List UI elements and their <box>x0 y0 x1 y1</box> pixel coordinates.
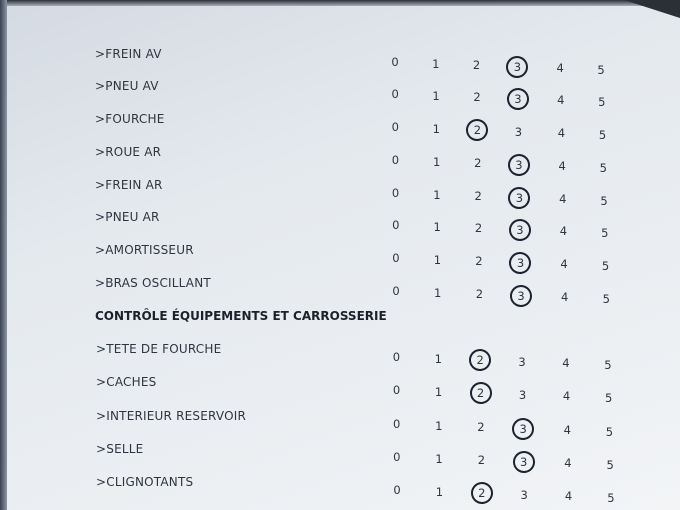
score-option-selected[interactable]: 3 <box>515 422 531 436</box>
paper-left-edge <box>0 0 7 510</box>
item-label: >FOURCHE <box>95 112 165 126</box>
score-option-selected[interactable]: 3 <box>516 455 532 469</box>
score-option-selected[interactable]: 3 <box>512 256 528 270</box>
score-option[interactable]: 1 <box>435 418 443 433</box>
item-label: >PNEU AR <box>95 210 160 224</box>
score-option[interactable]: 0 <box>391 153 400 167</box>
score-option[interactable]: 5 <box>601 225 609 240</box>
score-option[interactable]: 5 <box>605 424 614 439</box>
score-option[interactable]: 0 <box>391 55 399 69</box>
score-option-selected[interactable]: 2 <box>472 353 488 367</box>
score-option[interactable]: 4 <box>559 224 568 238</box>
score-option[interactable]: 5 <box>598 94 606 109</box>
score-option-selected[interactable]: 3 <box>512 223 528 237</box>
score-option[interactable]: 5 <box>602 291 610 306</box>
score-option[interactable]: 1 <box>435 451 443 466</box>
score-option[interactable]: 0 <box>392 383 401 397</box>
section-title: CONTRÔLE ÉQUIPEMENTS ET CARROSSERIE <box>95 309 387 323</box>
score-option[interactable]: 1 <box>435 484 444 499</box>
score-option[interactable]: 0 <box>392 284 400 298</box>
score-option[interactable]: 5 <box>604 390 613 405</box>
score-option[interactable]: 2 <box>474 189 482 203</box>
score-option[interactable]: 3 <box>520 487 528 502</box>
item-label: >SELLE <box>96 442 144 456</box>
item-label: >PNEU AV <box>95 79 159 93</box>
score-option[interactable]: 4 <box>556 61 564 75</box>
score-option[interactable]: 5 <box>606 457 614 472</box>
score-option[interactable]: 0 <box>392 218 400 232</box>
score-option[interactable]: 4 <box>564 456 572 470</box>
score-option[interactable]: 0 <box>393 450 401 464</box>
paper-top-edge <box>0 0 680 6</box>
score-option[interactable]: 5 <box>600 193 608 208</box>
score-option[interactable]: 4 <box>564 489 573 503</box>
score-option[interactable]: 3 <box>518 387 527 402</box>
item-label: >AMORTISSEUR <box>95 243 194 257</box>
score-option[interactable]: 0 <box>393 417 401 431</box>
score-option[interactable]: 5 <box>599 160 607 175</box>
score-option[interactable]: 0 <box>391 87 399 101</box>
score-option[interactable]: 1 <box>434 285 442 300</box>
item-label: >FREIN AV <box>95 47 162 61</box>
score-option[interactable]: 5 <box>607 490 615 505</box>
score-option-selected[interactable]: 2 <box>469 123 485 137</box>
score-option[interactable]: 4 <box>563 423 571 437</box>
score-option[interactable]: 5 <box>601 258 610 273</box>
score-option[interactable]: 2 <box>474 156 482 170</box>
score-option[interactable]: 1 <box>434 384 443 399</box>
score-option[interactable]: 3 <box>518 354 526 369</box>
item-label: >TETE DE FOURCHE <box>96 342 222 356</box>
score-option[interactable]: 0 <box>393 483 401 497</box>
score-option[interactable]: 1 <box>433 252 442 267</box>
score-option[interactable]: 2 <box>477 453 486 467</box>
score-option[interactable]: 0 <box>391 120 399 134</box>
score-option[interactable]: 1 <box>432 154 441 169</box>
score-option[interactable]: 4 <box>558 159 566 173</box>
score-option[interactable]: 4 <box>559 192 567 206</box>
score-option-selected[interactable]: 3 <box>511 191 527 205</box>
score-option-selected[interactable]: 3 <box>509 60 525 74</box>
score-option[interactable]: 3 <box>514 124 523 139</box>
score-option[interactable]: 4 <box>562 389 571 403</box>
score-option[interactable]: 1 <box>432 121 440 136</box>
score-option[interactable]: 1 <box>434 351 442 366</box>
score-option[interactable]: 1 <box>432 88 440 103</box>
score-option-selected[interactable]: 3 <box>511 158 527 172</box>
score-option[interactable]: 2 <box>475 287 484 301</box>
item-label: >ROUE AR <box>95 145 162 159</box>
score-option[interactable]: 5 <box>598 127 607 142</box>
score-option[interactable]: 2 <box>473 90 481 104</box>
score-option[interactable]: 2 <box>472 58 481 72</box>
item-label: >BRAS OSCILLANT <box>95 276 211 290</box>
score-option[interactable]: 1 <box>432 56 440 71</box>
item-label: >CACHES <box>96 375 157 389</box>
score-option[interactable]: 0 <box>391 186 400 200</box>
score-option[interactable]: 0 <box>392 251 400 265</box>
score-option[interactable]: 4 <box>560 257 568 271</box>
score-option[interactable]: 5 <box>604 357 612 372</box>
score-option[interactable]: 1 <box>433 187 441 202</box>
item-label: >CLIGNOTANTS <box>96 475 194 489</box>
score-option[interactable]: 2 <box>475 254 483 268</box>
score-option[interactable]: 4 <box>557 93 565 107</box>
score-option[interactable]: 5 <box>597 62 605 77</box>
score-option-selected[interactable]: 2 <box>474 486 490 500</box>
score-option[interactable]: 4 <box>562 356 570 370</box>
score-option-selected[interactable]: 2 <box>473 386 489 400</box>
score-option-selected[interactable]: 3 <box>510 92 526 106</box>
score-option[interactable]: 4 <box>557 126 566 140</box>
item-label: >INTERIEUR RESERVOIR <box>96 409 246 423</box>
item-label: >FREIN AR <box>95 178 163 192</box>
score-option[interactable]: 1 <box>433 219 441 234</box>
score-option[interactable]: 2 <box>477 420 485 434</box>
score-option[interactable]: 4 <box>561 290 569 304</box>
score-option[interactable]: 2 <box>474 221 483 235</box>
score-option[interactable]: 0 <box>392 350 401 364</box>
score-option-selected[interactable]: 3 <box>513 289 529 303</box>
